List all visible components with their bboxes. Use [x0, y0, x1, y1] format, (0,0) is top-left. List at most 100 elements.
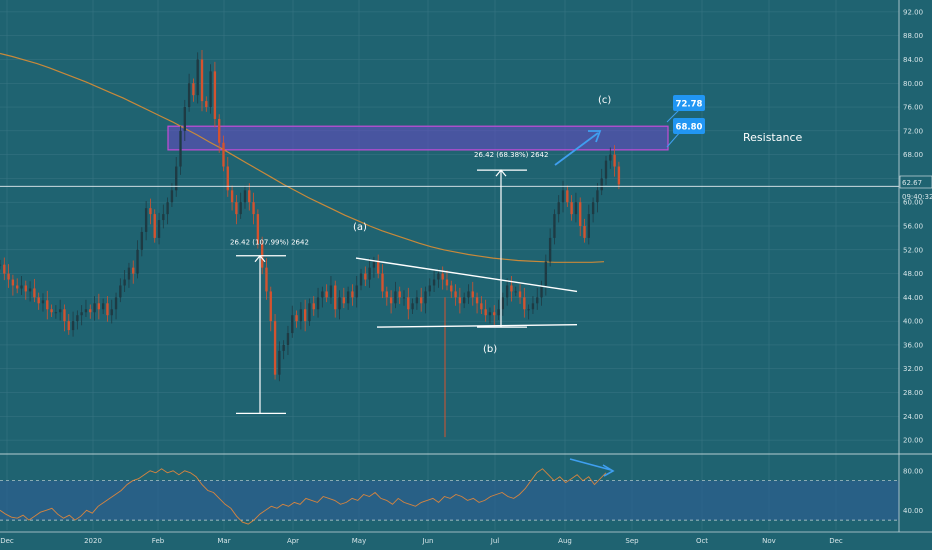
price-tick-label: 36.00 [903, 341, 923, 349]
time-tick-label: Jun [422, 537, 434, 545]
candle-body [269, 291, 272, 322]
candle-body [411, 303, 414, 310]
wave-label-a: (a) [353, 222, 367, 233]
candle-body [346, 291, 350, 304]
candle-body [325, 291, 328, 298]
candle-body [282, 344, 285, 351]
measure-1-label: 26.42 (107.99%) 2642 [230, 239, 309, 247]
candle-body [420, 297, 423, 304]
candle-body [377, 261, 380, 274]
rsi-tick-label: 80.00 [903, 467, 923, 475]
resistance-zone [167, 125, 669, 151]
candle-body [144, 208, 148, 232]
candle-body [175, 166, 178, 191]
candle-body [127, 267, 131, 280]
candle-body [291, 315, 294, 334]
resistance-label: Resistance [743, 131, 803, 144]
candle-body [540, 285, 543, 298]
candle-body [24, 285, 27, 292]
candle-body [93, 303, 96, 313]
candle-body [110, 309, 113, 316]
measure-1-arrowhead [254, 254, 266, 263]
candle-body [239, 202, 242, 215]
wave-label-c: (c) [598, 95, 611, 106]
time-tick-label: Feb [152, 537, 165, 545]
candle-body [488, 312, 492, 316]
candle-body [196, 59, 199, 96]
price-tick-label: 24.00 [903, 413, 923, 421]
candle-body [338, 297, 341, 310]
candle-body [445, 279, 449, 286]
candle-body [381, 273, 384, 292]
candle-body [402, 297, 406, 299]
candle-body [407, 297, 410, 310]
candle-body [11, 279, 15, 286]
candle-body [351, 291, 354, 298]
price-tick-label: 52.00 [903, 246, 923, 254]
rsi-divergence-arrow [569, 458, 612, 471]
candle-body [256, 214, 260, 244]
candle-body [200, 59, 204, 102]
candle-body [106, 303, 109, 316]
time-tick-label: Mar [217, 537, 230, 545]
rsi-axis: 80.00 40.00 [903, 467, 923, 514]
candle-body [462, 297, 466, 304]
candle-body [613, 154, 616, 167]
candle-body [252, 202, 255, 215]
price-tick-label: 48.00 [903, 270, 923, 278]
forecast-arrow-up-head [588, 130, 602, 143]
candle-body [0, 264, 2, 266]
time-axis[interactable]: Dec 2020 Feb Mar Apr May Jun Jul Aug Sep Oct Nov Dec [0, 531, 932, 545]
time-tick-label: Sep [625, 537, 639, 545]
measure-2-label: 26.42 (68.38%) 2642 [474, 151, 548, 159]
candle-body [187, 83, 191, 108]
price-tick-label: 44.00 [903, 294, 923, 302]
candle-body [308, 303, 311, 322]
candle-body [454, 291, 457, 298]
price-tick-label: 28.00 [903, 389, 923, 397]
candle-body [398, 291, 401, 298]
candle-body [265, 267, 268, 292]
candle-body [329, 285, 333, 298]
candle-body [166, 202, 169, 215]
current-price-tag: 62.67 09:40:32 [899, 175, 932, 201]
candle-body [604, 160, 608, 179]
candle-body [235, 202, 238, 215]
candle-body [596, 190, 599, 203]
rsi-tick-label: 40.00 [903, 507, 923, 515]
candle-body [299, 309, 303, 322]
time-tick-label: Nov [762, 537, 776, 545]
measure-2-arrowhead [495, 169, 507, 177]
candle-body [140, 231, 144, 250]
candle-body [544, 261, 548, 286]
candle-body [132, 267, 135, 274]
time-tick-label: Oct [696, 537, 708, 545]
candle-body [16, 285, 19, 289]
candle-body [278, 350, 281, 375]
candle-body [583, 226, 586, 238]
candle-body [579, 202, 582, 226]
candle-body [192, 83, 195, 96]
candle-body [359, 273, 363, 286]
forecast-arrow-up [554, 132, 599, 166]
candle-body [428, 285, 431, 292]
candle-body [20, 285, 23, 289]
candle-body [484, 309, 487, 316]
candle-body [389, 297, 393, 304]
resistance-box [167, 125, 669, 151]
candle-body [46, 300, 49, 310]
candle-body [501, 297, 505, 310]
rsi-divergence-arrow-head [602, 464, 615, 477]
candle-body [80, 312, 83, 316]
candle-body [157, 220, 161, 238]
price-tick-label: 20.00 [903, 437, 923, 445]
candle-body [63, 309, 66, 322]
measure-tools: 26.42 (107.99%) 2642 26.42 (68.38%) 2642 [230, 151, 548, 414]
candle-body [316, 297, 320, 310]
price-tick-label: 56.00 [903, 223, 923, 231]
candle-body [41, 300, 45, 304]
candle-body [149, 208, 152, 215]
wave-label-b: (b) [483, 344, 497, 355]
candle-body [286, 333, 290, 345]
